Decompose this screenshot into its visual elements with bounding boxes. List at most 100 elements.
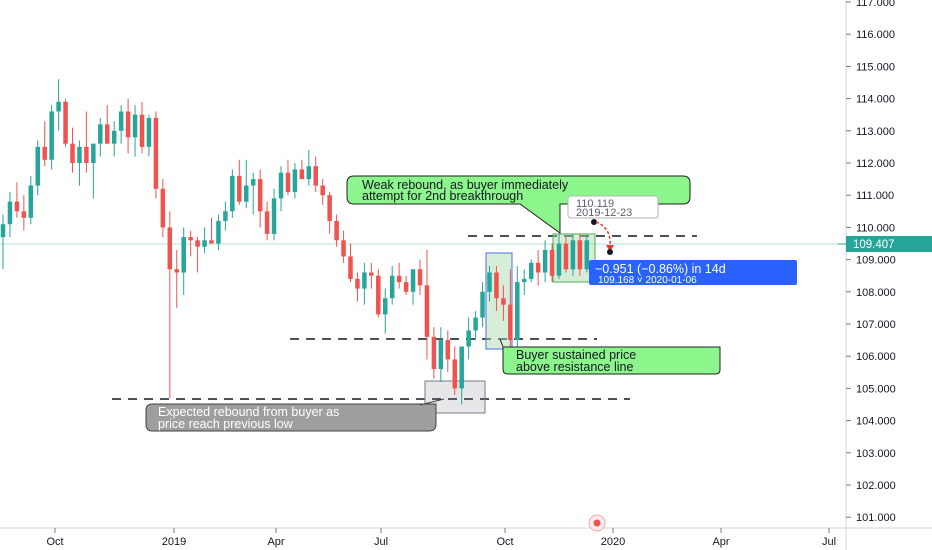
candle[interactable] [56,79,61,131]
candle[interactable] [125,98,131,154]
candle[interactable] [327,191,332,234]
candle[interactable] [466,317,471,360]
candle[interactable] [167,211,173,399]
candle[interactable] [570,233,576,276]
candle[interactable] [355,272,360,302]
note-previous-low[interactable]: Expected rebound from buyer as price rea… [145,398,445,432]
candle[interactable] [487,266,492,302]
candle[interactable] [396,262,402,289]
candle[interactable] [320,179,325,205]
candle[interactable] [480,282,485,328]
candle[interactable] [417,259,423,296]
candle[interactable] [348,243,353,283]
forecast-arrow[interactable] [591,219,614,255]
candle[interactable] [362,262,367,305]
candle[interactable] [494,266,499,312]
candle[interactable] [42,121,47,167]
candle[interactable] [556,233,562,279]
candle[interactable] [250,172,256,215]
candle[interactable] [0,214,6,270]
candle[interactable] [174,249,180,308]
candle[interactable] [70,127,75,173]
candle[interactable] [153,111,159,199]
candle[interactable] [264,201,270,241]
candle[interactable] [376,269,381,318]
candle[interactable] [105,105,110,144]
candle[interactable] [501,285,506,321]
candle[interactable] [549,243,555,283]
candle[interactable] [313,156,319,192]
candle[interactable] [438,327,444,382]
candle[interactable] [139,101,145,154]
candle[interactable] [410,269,416,305]
candle[interactable] [584,237,590,273]
candle[interactable] [285,159,291,196]
candle[interactable] [431,327,437,379]
candle[interactable] [369,262,374,289]
candle[interactable] [515,266,520,347]
candle[interactable] [577,233,583,276]
candle[interactable] [49,105,54,170]
measure-label[interactable]: −0.951 (−0.86%) in 14d 109.168 ˅ 2020-01… [589,260,797,286]
candle[interactable] [257,169,263,228]
note-resistance[interactable]: Buyer sustained price above resistance l… [499,338,721,375]
event-marker-icon[interactable] [588,514,606,532]
note-weak-rebound[interactable]: Weak rebound, as buyer immediately attem… [346,175,691,234]
candle[interactable] [292,163,298,199]
candle-body [313,166,318,186]
candle[interactable] [91,143,96,199]
candle[interactable] [563,237,569,273]
candle[interactable] [84,111,89,173]
candle[interactable] [35,140,41,196]
price-axis[interactable]: 101.000 102.000 103.000 104.000 105.000 106.0… [846,0,896,524]
candle[interactable] [278,166,284,212]
candle-body [49,111,54,160]
candle[interactable] [146,114,152,157]
candle[interactable] [223,201,228,231]
candle[interactable] [230,169,235,218]
candle[interactable] [132,105,138,157]
candle[interactable] [522,269,527,296]
candle[interactable] [118,105,124,144]
candle[interactable] [508,269,513,350]
candle[interactable] [21,195,27,231]
candle[interactable] [383,288,388,334]
candle[interactable] [535,249,541,286]
candle[interactable] [77,140,82,186]
candle[interactable] [341,230,346,263]
candle[interactable] [299,159,305,180]
breakout-box[interactable] [485,252,513,350]
candle-body [306,166,312,180]
candle[interactable] [528,259,534,283]
candle[interactable] [271,188,277,241]
candle[interactable] [181,227,186,296]
candle[interactable] [209,217,214,244]
candle[interactable] [403,275,409,296]
candles[interactable] [0,79,590,405]
candle[interactable] [306,150,312,186]
candle[interactable] [237,159,242,205]
candle[interactable] [14,182,20,218]
candle[interactable] [334,214,339,247]
time-axis[interactable]: Oct 2019 Apr Jul Oct 2020 Apr Jul [46,528,836,548]
candle[interactable] [216,214,221,250]
candle[interactable] [160,179,166,238]
candle[interactable] [424,249,430,360]
candle[interactable] [28,175,34,225]
candle[interactable] [459,346,464,405]
candle[interactable] [7,191,13,238]
candle[interactable] [111,121,117,157]
candle[interactable] [202,227,207,254]
candle[interactable] [452,346,458,395]
candle[interactable] [473,311,478,341]
x-tick-label: 2020 [601,536,625,548]
candle[interactable] [188,230,193,257]
candle[interactable] [542,240,548,283]
candle[interactable] [244,159,249,209]
candle[interactable] [389,266,395,305]
candle[interactable] [98,117,103,157]
candle[interactable] [195,237,200,273]
candle[interactable] [445,330,451,373]
candle[interactable] [63,98,68,147]
